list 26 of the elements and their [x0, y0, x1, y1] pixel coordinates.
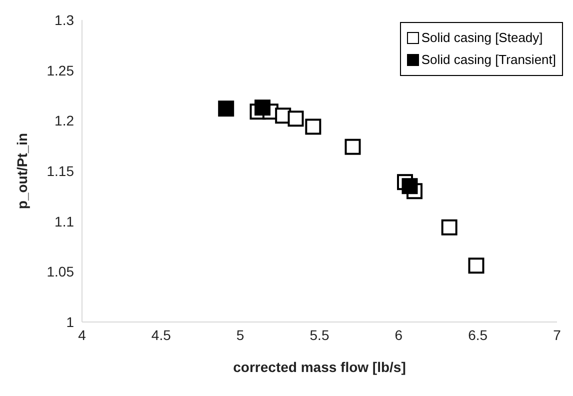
- point: [305, 118, 322, 135]
- x-tick-label: 4: [78, 326, 86, 343]
- point: [441, 219, 458, 236]
- y-tick-label: 1.05: [46, 264, 74, 280]
- legend-label: Solid casing [Transient]: [421, 51, 556, 69]
- legend-label: Solid casing [Steady]: [421, 29, 543, 47]
- x-tick-label: 6.5: [468, 326, 488, 343]
- point: [254, 100, 270, 116]
- y-tick-label: 1.25: [46, 62, 74, 78]
- y-tick-label: 1.15: [46, 162, 74, 179]
- x-axis-title: corrected mass flow [lb/s]: [233, 359, 406, 375]
- point: [218, 100, 234, 117]
- point: [468, 258, 484, 274]
- point: [344, 138, 361, 155]
- y-tick-label: 1.3: [54, 12, 74, 28]
- point: [402, 178, 418, 194]
- y-tick-label: 1.2: [54, 112, 74, 129]
- x-tick-label: 6: [394, 326, 403, 343]
- point: [288, 110, 304, 127]
- x-tick-label: 5.5: [310, 326, 330, 343]
- x-tick-label: 4.5: [151, 326, 172, 343]
- x-tick-label: 7: [553, 326, 562, 343]
- y-tick-label: 1: [66, 314, 74, 330]
- y-axis-title: p_out/Pt_in: [14, 132, 30, 210]
- x-tick-label: 5: [236, 326, 244, 343]
- y-tick-label: 1.1: [54, 213, 74, 230]
